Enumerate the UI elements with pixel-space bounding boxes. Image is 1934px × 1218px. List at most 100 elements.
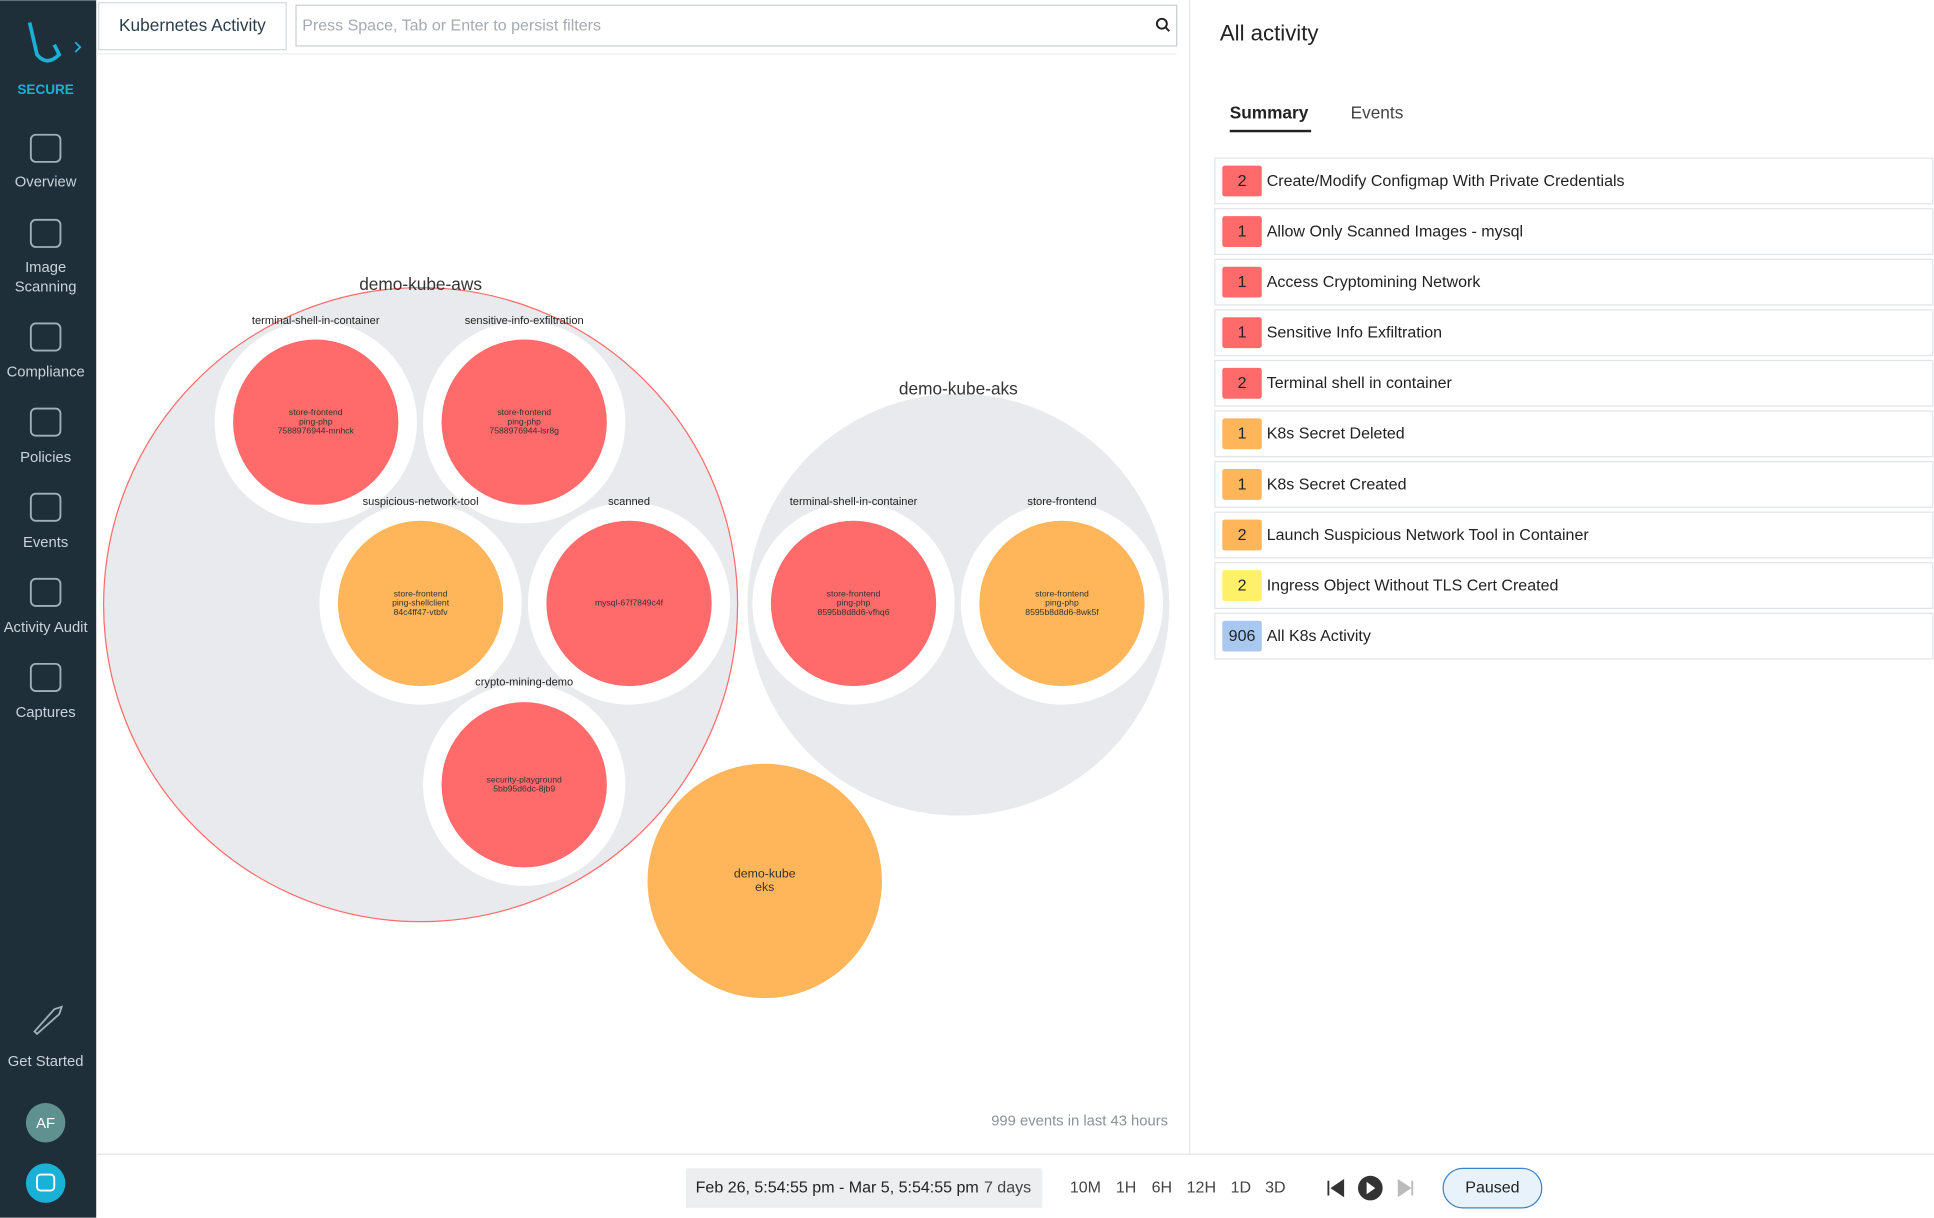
zoom-button[interactable]: 1H: [1116, 1178, 1136, 1196]
zoom-button[interactable]: 6H: [1152, 1178, 1172, 1196]
activity-label[interactable]: K8s Secret Deleted: [1267, 425, 1405, 443]
node-text: store-frontend: [394, 588, 448, 598]
nav-label[interactable]: Overview: [15, 175, 77, 191]
activity-row[interactable]: [1214, 309, 1934, 357]
time-range[interactable]: Feb 26, 5:54:55 pm - Mar 5, 5:54:55 pm: [696, 1178, 979, 1196]
nav-label[interactable]: Events: [23, 535, 68, 551]
activity-label[interactable]: Allow Only Scanned Images - mysql: [1267, 222, 1523, 240]
activity-label[interactable]: Terminal shell in container: [1267, 374, 1453, 392]
nav-label[interactable]: Scanning: [15, 280, 77, 296]
zoom-button[interactable]: 12H: [1187, 1178, 1216, 1196]
activity-label[interactable]: All K8s Activity: [1267, 627, 1371, 645]
count: 2: [1238, 526, 1247, 544]
activity-row[interactable]: [1214, 258, 1934, 306]
panel-title: All activity: [1220, 21, 1320, 46]
tab[interactable]: Events: [1351, 102, 1404, 122]
cluster-node[interactable]: [647, 763, 882, 999]
node-text: 7588976944-mnhck: [278, 426, 355, 436]
node[interactable]: [441, 702, 607, 868]
time-range-box[interactable]: [685, 1168, 1043, 1208]
node[interactable]: [770, 520, 937, 687]
chat-button[interactable]: [25, 1163, 66, 1203]
rocket-icon[interactable]: [33, 1005, 64, 1036]
activity-label[interactable]: Ingress Object Without TLS Cert Created: [1267, 576, 1559, 594]
activity-label[interactable]: Create/Modify Configmap With Private Cre…: [1267, 172, 1625, 190]
activity-row[interactable]: [1214, 157, 1934, 205]
count-badge: [1222, 367, 1262, 399]
duration[interactable]: 7 days: [984, 1178, 1031, 1196]
avatar-initials[interactable]: AF: [36, 1116, 55, 1132]
search-icon: [1155, 17, 1168, 30]
nav-icon[interactable]: [29, 662, 62, 692]
nav-icon[interactable]: [29, 577, 62, 607]
activity-row[interactable]: [1214, 410, 1934, 458]
skip-forward[interactable]: [1397, 1178, 1414, 1198]
zoom-button[interactable]: 1D: [1231, 1178, 1251, 1196]
node-text: store-frontend: [827, 588, 881, 598]
activity-row[interactable]: [1214, 460, 1934, 508]
activity-label[interactable]: Sensitive Info Exfiltration: [1267, 324, 1442, 342]
node-label: sensitive-info-exfiltration: [465, 315, 584, 327]
nav-icon[interactable]: [29, 322, 62, 352]
node-text: store-frontend: [497, 407, 551, 417]
activity-row[interactable]: [1214, 562, 1934, 609]
node-text: 5bb95d6dc-8jb9: [493, 784, 555, 794]
nav-label[interactable]: Compliance: [7, 365, 85, 381]
node-label: terminal-shell-in-container: [790, 496, 918, 508]
node-label: scanned: [608, 496, 650, 508]
search-placeholder[interactable]: Press Space, Tab or Enter to persist fil…: [302, 16, 601, 34]
status[interactable]: Paused: [1465, 1178, 1519, 1196]
node-text: 7588976944-lsr8g: [489, 426, 559, 436]
nav-label[interactable]: Activity Audit: [4, 620, 88, 636]
activity-row[interactable]: [1214, 511, 1934, 559]
count: 2: [1238, 576, 1247, 594]
node[interactable]: [979, 520, 1145, 687]
logo: [27, 22, 62, 63]
activity-row[interactable]: [1214, 208, 1934, 256]
activity-label[interactable]: Access Cryptomining Network: [1267, 273, 1482, 291]
avatar[interactable]: [25, 1102, 66, 1143]
panel-divider: [1189, 0, 1191, 1154]
nav-icon[interactable]: [29, 492, 62, 522]
activity-row[interactable]: [1214, 359, 1934, 407]
node-text: 84c4ff47-vtbfv: [394, 607, 449, 617]
skip-back[interactable]: [1327, 1178, 1345, 1198]
zoom-button[interactable]: 3D: [1265, 1178, 1285, 1196]
node-text: mysql-67f7849c4f: [595, 598, 664, 608]
node-text: ping-php: [837, 598, 871, 608]
activity-label[interactable]: K8s Secret Created: [1267, 475, 1407, 493]
count-badge: [1222, 317, 1262, 349]
nav-icon[interactable]: [29, 407, 62, 437]
status-pill[interactable]: [1442, 1167, 1543, 1209]
node-text: security-playground: [487, 774, 562, 784]
zoom-button[interactable]: 10M: [1070, 1178, 1101, 1196]
count-badge: [1222, 469, 1262, 500]
count: 1: [1238, 222, 1247, 240]
node-text: store-frontend: [1035, 588, 1089, 598]
search-icon-handle: [1164, 26, 1170, 32]
node[interactable]: [233, 339, 399, 505]
chat-icon: [36, 1173, 56, 1192]
count-badge: [1222, 620, 1262, 652]
nav-icon[interactable]: [29, 133, 62, 163]
expand-arrow: [74, 41, 82, 53]
node-text: 8595b8d8d6-vfhq6: [818, 607, 890, 617]
node[interactable]: [441, 339, 607, 505]
cluster[interactable]: [747, 393, 1170, 816]
node[interactable]: [546, 520, 712, 687]
count: 906: [1229, 627, 1256, 645]
nav-label[interactable]: Policies: [20, 450, 71, 466]
nav-label[interactable]: Captures: [16, 705, 76, 721]
activity-label[interactable]: Launch Suspicious Network Tool in Contai…: [1267, 526, 1590, 544]
search-box[interactable]: [295, 4, 1178, 47]
nav-icon[interactable]: [29, 218, 62, 248]
header-title[interactable]: Kubernetes Activity: [119, 15, 266, 35]
node-text: ping-shellclient: [392, 598, 450, 608]
nav-label[interactable]: Image: [25, 260, 66, 276]
tab[interactable]: Summary: [1230, 102, 1309, 122]
get-started[interactable]: Get Started: [8, 1054, 84, 1070]
node[interactable]: [337, 520, 504, 687]
title-button[interactable]: [98, 2, 287, 51]
activity-row[interactable]: [1214, 612, 1934, 660]
